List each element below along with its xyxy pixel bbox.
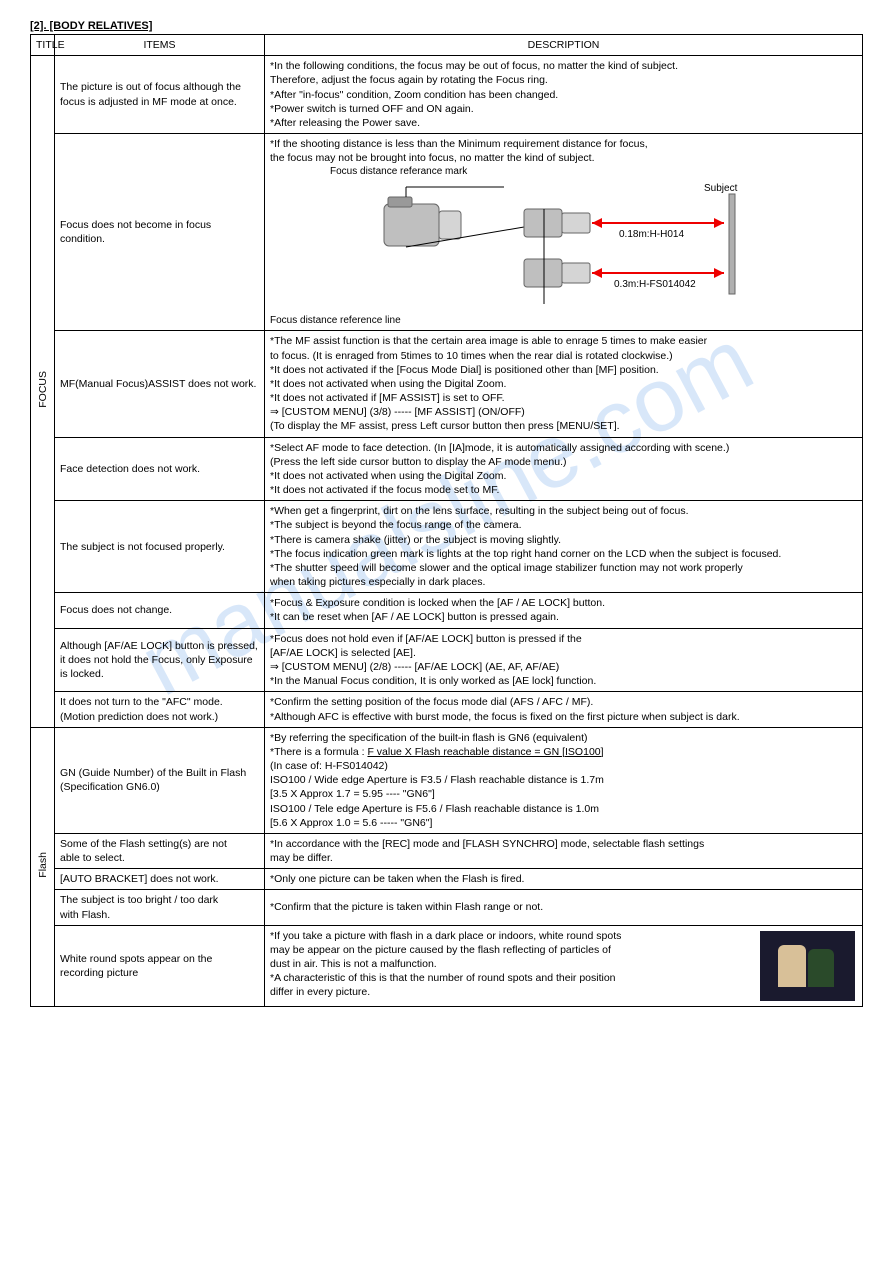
th-items: ITEMS — [55, 35, 265, 56]
desc-cell: *Only one picture can be taken when the … — [265, 869, 863, 890]
item-cell: [AUTO BRACKET] does not work. — [55, 869, 265, 890]
table-row: [AUTO BRACKET] does not work.*Only one p… — [31, 869, 863, 890]
desc-cell: *In accordance with the [REC] mode and [… — [265, 833, 863, 868]
th-title: TITLE — [31, 35, 55, 56]
item-cell: Focus does not become in focus condition… — [55, 134, 265, 331]
svg-text:0.3m:H-FS014042: 0.3m:H-FS014042 — [614, 279, 696, 290]
section-header: [2]. [BODY RELATIVES] — [30, 20, 863, 32]
item-cell: Although [AF/AE LOCK] button is pressed,… — [55, 628, 265, 692]
body-relatives-table: TITLE ITEMS DESCRIPTION FOCUSThe picture… — [30, 34, 863, 1007]
title-cell-flash: Flash — [31, 727, 55, 1006]
table-row: Focus does not become in focus condition… — [31, 134, 863, 331]
item-cell: The picture is out of focus although the… — [55, 56, 265, 134]
desc-cell: *Confirm that the picture is taken withi… — [265, 890, 863, 925]
desc-cell: *In the following conditions, the focus … — [265, 56, 863, 134]
table-row: MF(Manual Focus)ASSIST does not work.*Th… — [31, 331, 863, 437]
desc-cell: *If you take a picture with flash in a d… — [265, 925, 863, 1006]
desc-cell: *If the shooting distance is less than t… — [265, 134, 863, 331]
desc-cell: *Select AF mode to face detection. (In [… — [265, 437, 863, 501]
item-cell: It does not turn to the "AFC" mode.(Moti… — [55, 692, 265, 727]
item-cell: MF(Manual Focus)ASSIST does not work. — [55, 331, 265, 437]
desc-cell: *Focus & Exposure condition is locked wh… — [265, 593, 863, 628]
table-row: FOCUSThe picture is out of focus althoug… — [31, 56, 863, 134]
svg-text:Subject: Subject — [704, 183, 738, 194]
desc-cell: *When get a fingerprint, dirt on the len… — [265, 501, 863, 593]
table-row: White round spots appear on the recordin… — [31, 925, 863, 1006]
table-row: The subject is too bright / too darkwith… — [31, 890, 863, 925]
item-cell: The subject is not focused properly. — [55, 501, 265, 593]
item-cell: White round spots appear on the recordin… — [55, 925, 265, 1006]
table-row: It does not turn to the "AFC" mode.(Moti… — [31, 692, 863, 727]
th-description: DESCRIPTION — [265, 35, 863, 56]
desc-cell: *Confirm the setting position of the foc… — [265, 692, 863, 727]
table-row: Face detection does not work.*Select AF … — [31, 437, 863, 501]
table-row: The subject is not focused properly.*Whe… — [31, 501, 863, 593]
item-cell: Face detection does not work. — [55, 437, 265, 501]
table-row: Some of the Flash setting(s) are notable… — [31, 833, 863, 868]
item-cell: GN (Guide Number) of the Built in Flash(… — [55, 727, 265, 833]
desc-cell: *By referring the specification of the b… — [265, 727, 863, 833]
table-row: FlashGN (Guide Number) of the Built in F… — [31, 727, 863, 833]
title-cell-focus: FOCUS — [31, 56, 55, 728]
item-cell: The subject is too bright / too darkwith… — [55, 890, 265, 925]
desc-cell: *Focus does not hold even if [AF/AE LOCK… — [265, 628, 863, 692]
table-row: Although [AF/AE LOCK] button is pressed,… — [31, 628, 863, 692]
item-cell: Some of the Flash setting(s) are notable… — [55, 833, 265, 868]
focus-distance-diagram: Subject 0.18m:H-H014 0.3m:H-FS014042 — [374, 179, 754, 314]
desc-cell: *The MF assist function is that the cert… — [265, 331, 863, 437]
sample-photo — [760, 931, 855, 1001]
svg-text:0.18m:H-H014: 0.18m:H-H014 — [619, 229, 684, 240]
table-row: Focus does not change.*Focus & Exposure … — [31, 593, 863, 628]
item-cell: Focus does not change. — [55, 593, 265, 628]
